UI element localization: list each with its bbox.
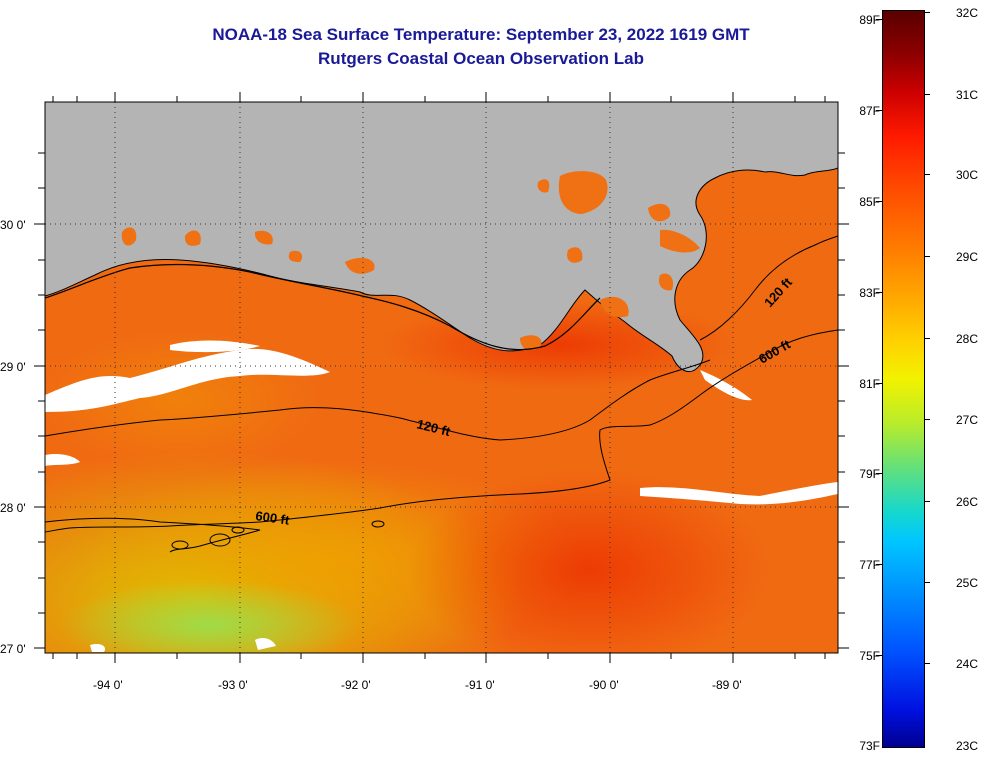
colorbar-tick [876, 473, 882, 474]
colorbar-c-label: 25C [956, 576, 979, 590]
colorbar-c-label: 23C [956, 739, 979, 753]
colorbar-f-label: 75F [859, 649, 880, 663]
colorbar-tick [876, 201, 882, 202]
contour-600ft-east [44, 329, 839, 533]
map-subtitle: Rutgers Coastal Ocean Observation Lab [318, 49, 644, 68]
colorbar-c-label: 30C [956, 168, 979, 182]
colorbar-tick [876, 655, 882, 656]
colorbar-tick [924, 419, 930, 420]
colorbar-tick [876, 383, 882, 384]
colorbar-f-label: 89F [859, 13, 880, 27]
colorbar-tick [924, 94, 930, 95]
inland-lakes [121, 171, 700, 350]
lat-label: 27 0' [0, 642, 26, 656]
colorbar-c-label: 32C [956, 6, 979, 20]
colorbar-f-label: 87F [859, 104, 880, 118]
colorbar-tick [924, 256, 930, 257]
colorbar-tick [924, 12, 930, 13]
colorbar-tick [924, 582, 930, 583]
colorbar-f-label: 81F [859, 377, 880, 391]
colorbar-c-label: 24C [956, 657, 979, 671]
colorbar-tick [924, 338, 930, 339]
lon-label: -91 0' [465, 678, 495, 692]
lat-label: 30 0' [0, 218, 26, 232]
colorbar-tick [924, 174, 930, 175]
warm-water-east [410, 470, 770, 653]
contour-label-600ft-west: 600 ft [255, 508, 291, 528]
contour-120ft-east [699, 235, 839, 341]
lon-label: -92 0' [341, 678, 371, 692]
colorbar-tick [876, 564, 882, 565]
colorbar-c-label: 31C [956, 88, 979, 102]
coolest-water-patch [60, 580, 360, 653]
colorbar-c-label: 28C [956, 332, 979, 346]
lon-label: -94 0' [93, 678, 123, 692]
colorbar-tick [876, 292, 882, 293]
colorbar-tick [876, 19, 882, 20]
bathymetry-contours [44, 235, 839, 553]
colorbar-f-label: 77F [859, 558, 880, 572]
colorbar-c-label: 27C [956, 413, 979, 427]
colorbar-f-label: 73F [859, 739, 880, 753]
lon-label: -93 0' [218, 678, 248, 692]
cloud-cover [45, 340, 838, 652]
lat-label: 29 0' [0, 360, 26, 374]
graticule [45, 102, 838, 653]
colorbar-f-label: 83F [859, 286, 880, 300]
colorbar-f-label: 85F [859, 195, 880, 209]
contour-600ft-west [44, 517, 261, 553]
colorbar-f-label: 79F [859, 467, 880, 481]
colorbar-tick [924, 501, 930, 502]
lat-label: 28 0' [0, 501, 26, 515]
contour-120ft-west [44, 359, 711, 441]
colorbar-c-label: 26C [956, 495, 979, 509]
colorbar-c-label: 29C [956, 250, 979, 264]
colorbar-tick [924, 663, 930, 664]
coastline [45, 263, 601, 351]
temperature-colorbar [882, 10, 925, 748]
lon-label: -89 0' [712, 678, 742, 692]
colorbar-tick [876, 110, 882, 111]
lon-label: -90 0' [589, 678, 619, 692]
axis-ticks [34, 92, 849, 663]
map-title: NOAA-18 Sea Surface Temperature: Septemb… [212, 25, 750, 44]
map-frame [44, 101, 839, 654]
